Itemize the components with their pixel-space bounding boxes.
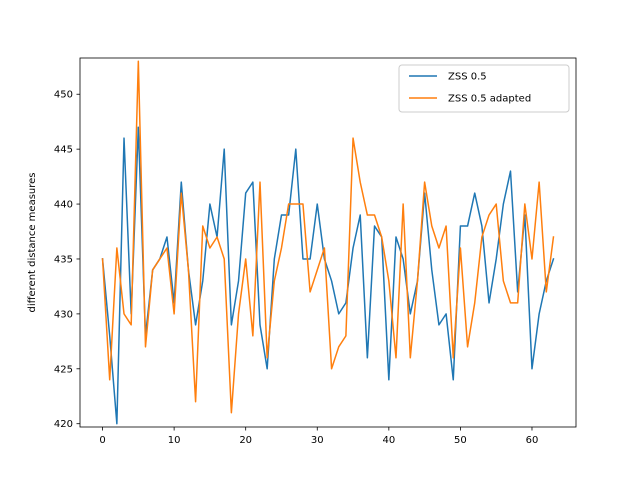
plot-area — [80, 58, 576, 427]
legend-label-zss-0-5: ZSS 0.5 — [448, 72, 487, 83]
y-tick-label: 435 — [54, 254, 73, 265]
y-tick-label: 425 — [54, 364, 73, 375]
x-tick-label: 0 — [99, 435, 105, 446]
x-axis: 0 10 20 30 40 50 60 — [99, 427, 538, 446]
series-layer — [101, 60, 555, 425]
y-tick-label: 445 — [54, 145, 73, 156]
x-tick-label: 20 — [239, 435, 252, 446]
x-tick-label: 60 — [526, 435, 539, 446]
y-tick-label: 420 — [54, 419, 73, 430]
x-tick-label: 10 — [168, 435, 181, 446]
legend-box — [398, 64, 570, 113]
y-tick-label: 450 — [54, 90, 73, 101]
y-axis: 420 425 430 435 440 445 450 — [54, 90, 80, 430]
y-tick-label: 430 — [54, 309, 73, 320]
y-tick-label: 440 — [54, 200, 73, 211]
y-axis-label: different distance measures — [27, 172, 38, 312]
legend: ZSS 0.5 ZSS 0.5 adapted — [398, 64, 570, 113]
x-tick-label: 30 — [311, 435, 324, 446]
legend-label-zss-0-5-adapted: ZSS 0.5 adapted — [448, 94, 531, 105]
plot-frame — [79, 57, 577, 428]
series-line-zss-0-5-adapted — [101, 60, 555, 414]
x-tick-label: 50 — [454, 435, 467, 446]
x-tick-label: 40 — [382, 435, 395, 446]
